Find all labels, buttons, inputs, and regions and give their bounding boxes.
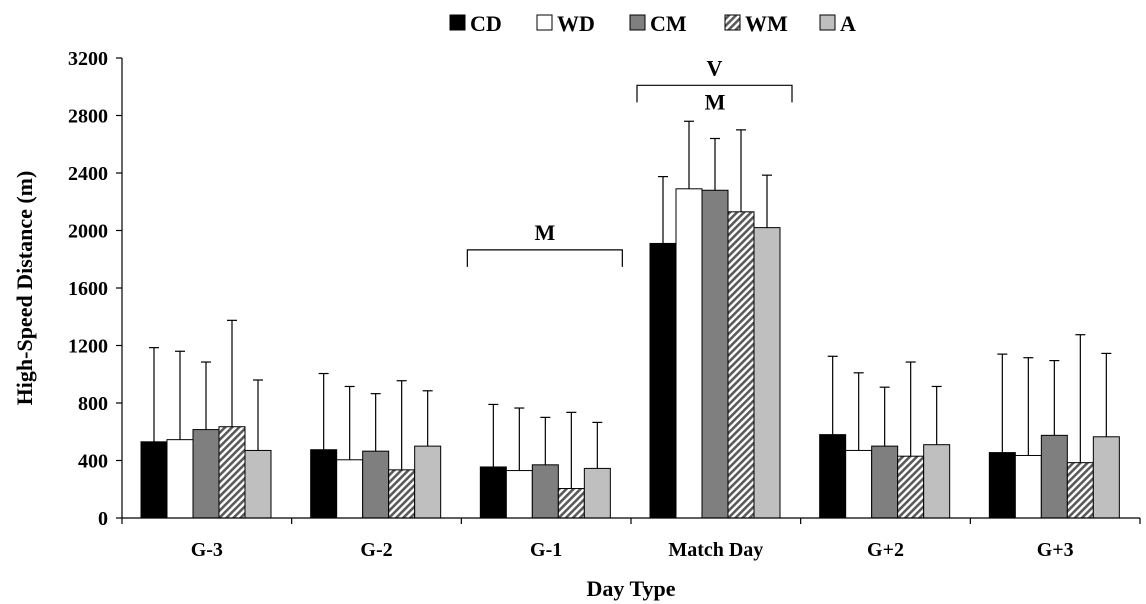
bar: [727, 211, 755, 519]
bar: [1040, 434, 1068, 519]
bar: [649, 242, 677, 519]
bar: [336, 459, 364, 519]
legend-label: A: [840, 11, 856, 36]
bar: [923, 444, 951, 519]
y-tick-label: 2800: [68, 106, 108, 128]
bar: [675, 188, 703, 519]
legend-label: CM: [650, 11, 687, 36]
bar: [988, 452, 1016, 519]
bar: [819, 434, 847, 519]
bar: [531, 464, 559, 519]
x-axis-title: Day Type: [586, 576, 675, 601]
bar: [1066, 462, 1094, 519]
bar: [166, 439, 194, 519]
significance-label: M: [705, 90, 726, 115]
legend-label: WD: [557, 11, 595, 36]
bar: [244, 449, 272, 519]
bar: [388, 469, 416, 519]
legend-swatch: [449, 14, 466, 31]
significance-bracket: [636, 84, 793, 103]
bars-layer: [140, 120, 1120, 519]
bar: [218, 426, 246, 519]
bar: [362, 450, 390, 519]
bar: [310, 449, 338, 519]
legend-label: CD: [470, 11, 502, 36]
bar: [1014, 454, 1042, 519]
y-tick-label: 1200: [68, 336, 108, 358]
bar: [1092, 436, 1120, 519]
legend: CD WD CM WM A: [449, 11, 856, 36]
bar: [753, 227, 781, 519]
x-tick-label: G+2: [867, 539, 904, 561]
legend-swatch: [724, 14, 741, 31]
bar: [845, 449, 873, 519]
significance-bracket: [466, 249, 623, 267]
bar: [583, 467, 611, 519]
bar: [505, 470, 533, 519]
y-tick-label: 800: [78, 393, 108, 415]
y-tick-label: 3200: [68, 48, 108, 70]
bar: [192, 429, 220, 519]
x-tick-label: G+3: [1037, 539, 1074, 561]
significance-label: M: [534, 220, 555, 245]
x-tick-label: G-2: [360, 539, 392, 561]
bar: [140, 441, 168, 519]
y-tick-label: 2400: [68, 163, 108, 185]
y-tick-label: 2000: [68, 221, 108, 243]
bar: [897, 455, 925, 519]
legend-label: WM: [745, 11, 788, 36]
y-tick-label: 1600: [68, 278, 108, 300]
y-axis-title: High-Speed Distance (m): [12, 171, 37, 406]
y-tick-label: 400: [78, 451, 108, 473]
bar: [414, 445, 442, 519]
legend-swatch: [536, 14, 553, 31]
bar: [557, 488, 585, 519]
x-tick-label: Match Day: [668, 539, 763, 561]
bar: [479, 466, 507, 519]
legend-swatch: [629, 14, 646, 31]
y-tick-label: 0: [98, 508, 108, 530]
axes-layer: 0 400 800 1200 1600 2000 2400 2800 3200 G-3 G-2 G-1…: [68, 48, 1141, 561]
x-tick-label: G-1: [530, 539, 562, 561]
legend-swatch: [819, 14, 836, 31]
annotations-layer: MVM: [466, 55, 793, 267]
x-tick-label: G-3: [191, 539, 223, 561]
bar: [701, 189, 729, 519]
significance-label: V: [707, 55, 723, 80]
bar: [871, 445, 899, 519]
